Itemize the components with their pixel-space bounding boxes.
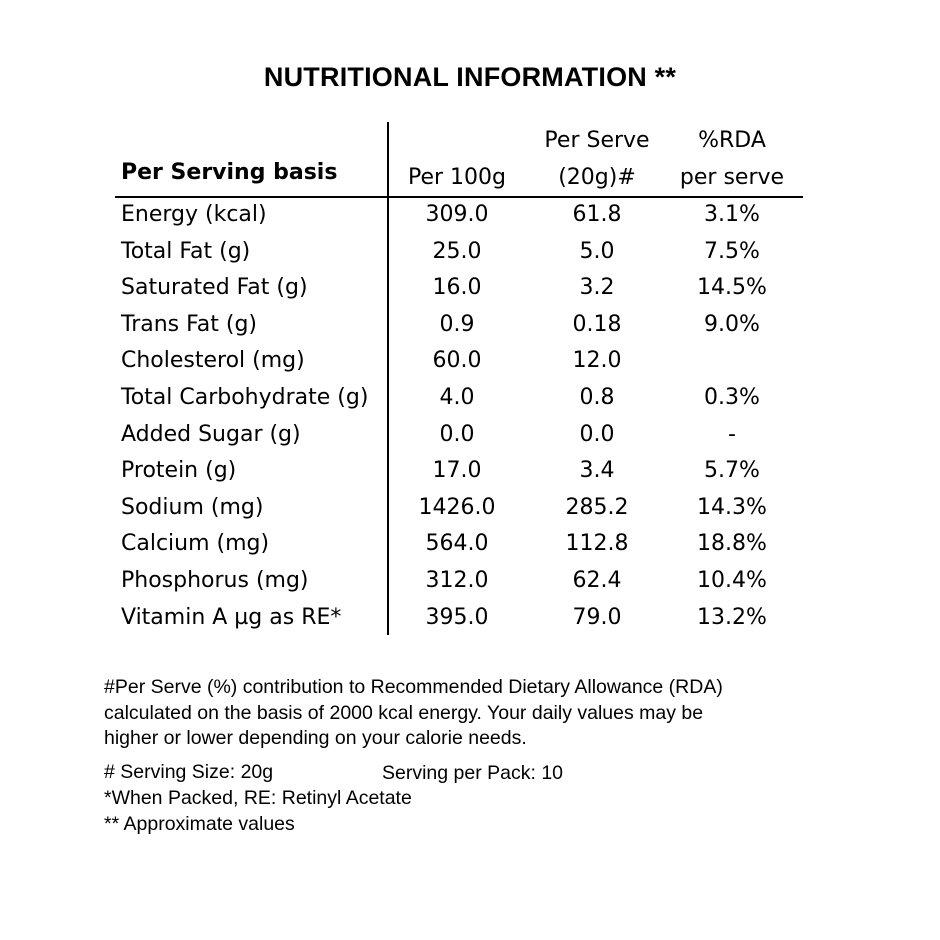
per-100g-value: 312.0 <box>425 568 489 593</box>
serving-size: # Serving Size: 20g <box>104 761 274 783</box>
nutrient-name: Energy (kcal) <box>121 202 267 227</box>
header-per-100g: Per 100g <box>407 165 506 190</box>
per-serve-value: 12.0 <box>572 348 622 374</box>
rda-value: 0.3% <box>704 385 760 410</box>
header-basis: Per Serving basis <box>121 160 338 185</box>
column-divider <box>387 122 389 635</box>
per-100g-value: 17.0 <box>432 458 482 484</box>
page-title: NUTRITIONAL INFORMATION ** <box>263 62 677 92</box>
per-serve-value: 0.0 <box>579 421 615 447</box>
nutrient-name: Protein (g) <box>121 458 237 484</box>
table-row: Phosphorus (mg) 312.0 62.4 10.4% <box>115 563 805 599</box>
nutrient-name: Cholesterol (mg) <box>121 348 305 374</box>
rda-value: 18.8% <box>697 531 767 557</box>
per-serve-value: 3.4 <box>579 458 615 484</box>
table-row: Protein (g) 17.0 3.4 5.7% <box>115 453 805 489</box>
rda-value: 14.5% <box>697 275 767 301</box>
nutrient-name: Phosphorus (mg) <box>121 568 309 593</box>
rda-value: 7.5% <box>704 238 760 264</box>
per-100g-value: 1426.0 <box>418 494 496 520</box>
packed-note: *When Packed, RE: Retinyl Acetate <box>104 787 412 809</box>
rda-note-line1: #Per Serve (%) contribution to Recommend… <box>104 676 723 698</box>
per-serve-value: 61.8 <box>572 202 622 227</box>
header-underline <box>115 196 803 198</box>
per-serve-value: 62.4 <box>572 568 622 593</box>
table-row: Energy (kcal) 309.0 61.8 3.1% <box>115 197 805 233</box>
table-row: Cholesterol (mg) 60.0 12.0 <box>115 343 805 379</box>
table-row: Trans Fat (g) 0.9 0.18 9.0% <box>115 307 805 343</box>
per-100g-value: 0.9 <box>439 311 475 337</box>
table-row: Saturated Fat (g) 16.0 3.2 14.5% <box>115 270 805 306</box>
table-row: Added Sugar (g) 0.0 0.0 - <box>115 417 805 453</box>
per-100g-value: 564.0 <box>425 531 489 557</box>
per-100g-value: 309.0 <box>425 202 489 227</box>
per-100g-value: 25.0 <box>432 238 482 264</box>
per-serve-value: 79.0 <box>572 604 622 630</box>
rda-value: 3.1% <box>704 202 760 227</box>
rda-value: 5.7% <box>704 458 760 484</box>
per-serve-value: 3.2 <box>579 275 615 301</box>
nutrient-name: Trans Fat (g) <box>121 311 257 337</box>
per-100g-value: 4.0 <box>439 385 475 410</box>
nutrient-name: Vitamin A µg as RE* <box>121 604 342 630</box>
per-serve-value: 285.2 <box>565 494 629 520</box>
table-row: Total Carbohydrate (g) 4.0 0.8 0.3% <box>115 380 805 416</box>
table-row: Vitamin A µg as RE* 395.0 79.0 13.2% <box>115 600 805 636</box>
rda-value: 10.4% <box>697 568 767 593</box>
rda-note-line3: higher or lower depending on your calori… <box>104 727 527 749</box>
per-100g-value: 395.0 <box>425 604 489 630</box>
rda-note-line2: calculated on the basis of 2000 kcal ene… <box>104 702 704 724</box>
nutrient-name: Added Sugar (g) <box>121 421 301 447</box>
per-serve-value: 0.18 <box>572 311 622 337</box>
nutrient-name: Sodium (mg) <box>121 494 264 520</box>
header-rda-line1: %RDA <box>698 128 766 153</box>
per-serve-value: 5.0 <box>579 238 615 264</box>
table-row: Sodium (mg) 1426.0 285.2 14.3% <box>115 490 805 526</box>
per-100g-value: 16.0 <box>432 275 482 301</box>
per-serve-value: 112.8 <box>565 531 629 557</box>
per-serve-value: 0.8 <box>579 385 615 410</box>
rda-value: 9.0% <box>704 311 760 337</box>
header-per-serve-line1: Per Serve <box>544 128 650 153</box>
nutrient-name: Calcium (mg) <box>121 531 270 557</box>
rda-value: - <box>728 421 736 447</box>
nutrient-name: Total Fat (g) <box>121 238 251 264</box>
table-row: Calcium (mg) 564.0 112.8 18.8% <box>115 526 805 562</box>
nutrient-name: Total Carbohydrate (g) <box>121 385 369 410</box>
header-rda-line2: per serve <box>679 165 785 190</box>
serving-per-pack: Serving per Pack: 10 <box>382 762 564 784</box>
per-100g-value: 0.0 <box>439 421 475 447</box>
nutrient-name: Saturated Fat (g) <box>121 275 308 301</box>
rda-value: 13.2% <box>697 604 767 630</box>
approx-note: ** Approximate values <box>104 813 295 835</box>
per-100g-value: 60.0 <box>432 348 482 374</box>
table-row: Total Fat (g) 25.0 5.0 7.5% <box>115 234 805 270</box>
rda-value: 14.3% <box>697 494 767 520</box>
header-per-serve-line2: (20g)# <box>558 165 636 190</box>
